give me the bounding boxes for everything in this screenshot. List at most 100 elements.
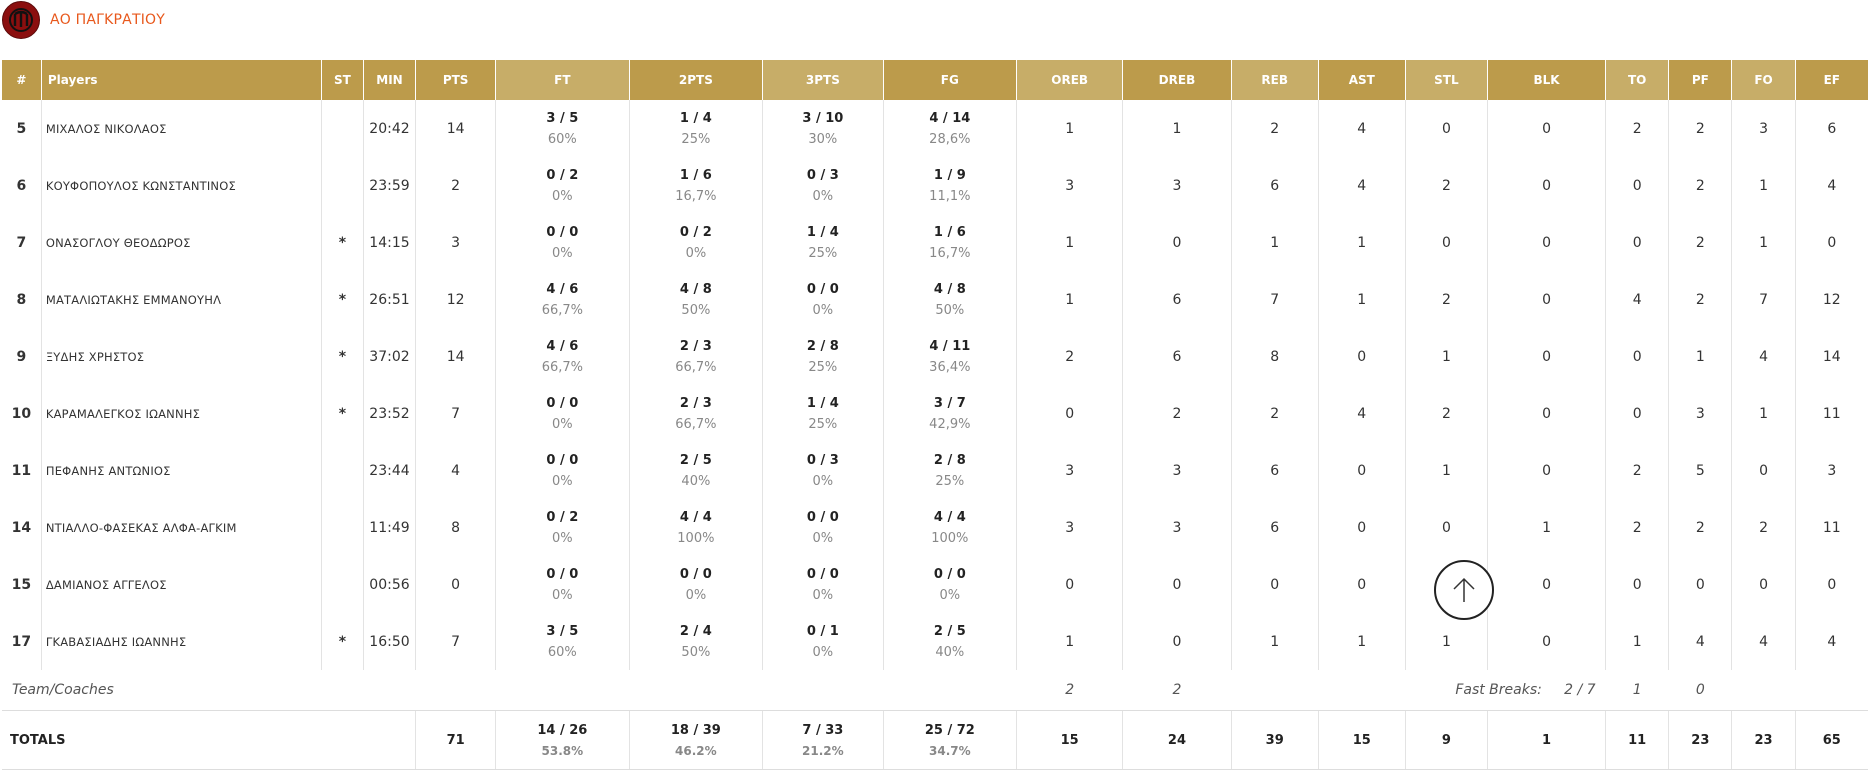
- stat-dreb: 3: [1122, 442, 1232, 499]
- three-pointers-made: 2 / 8: [806, 338, 839, 354]
- player-number: 17: [11, 633, 32, 650]
- player-name[interactable]: ΜΑΤΑΛΙΩΤΑΚΗΣ ΕΜΜΑΝΟΥΗΛ: [40, 271, 322, 328]
- stat-reb: 2: [1230, 100, 1319, 157]
- stat-reb: 7: [1230, 271, 1319, 328]
- starter-mark: [321, 499, 364, 556]
- free-throws: 3 / 5 60%: [495, 613, 630, 670]
- stat-blk: 0: [1487, 214, 1606, 271]
- starter-mark: *: [321, 328, 364, 385]
- three-pointers: 1 / 4 25%: [762, 385, 884, 442]
- free-throws-pct: 0%: [552, 473, 573, 489]
- stat-stl: 1: [1404, 442, 1488, 499]
- column-header-11: REB: [1230, 60, 1319, 100]
- three-pointers-pct: 0%: [812, 302, 834, 318]
- stat-blk: 0: [1487, 442, 1606, 499]
- team-name[interactable]: ΑΟ ΠΑΓΚΡΑΤΙΟΥ: [50, 12, 166, 28]
- two-pointers: 1 / 4 25%: [628, 100, 763, 157]
- three-pointers-made: 1 / 4: [806, 395, 839, 411]
- stat-fo: 0: [1731, 556, 1796, 613]
- player-name[interactable]: ΓΚΑΒΑΣΙΑΔΗΣ ΙΩΑΝΝΗΣ: [40, 613, 322, 670]
- stat-reb: 1: [1230, 214, 1319, 271]
- stat-ast: 0: [1317, 556, 1406, 613]
- starter-mark: [321, 442, 364, 499]
- player-name[interactable]: ΚΑΡΑΜΑΛΕΓΚΟΣ ΙΩΑΝΝΗΣ: [40, 385, 322, 442]
- field-goals-pct: 50%: [935, 302, 965, 318]
- stat-oreb: 3: [1016, 499, 1123, 556]
- stat-reb: 6: [1230, 157, 1319, 214]
- stat-ast: 0: [1317, 499, 1406, 556]
- stat-blk: 0: [1487, 100, 1606, 157]
- player-name[interactable]: ΟΝΑΣΟΓΛΟΥ ΘΕΟΔΩΡΟΣ: [40, 214, 322, 271]
- stat-dreb: 1: [1122, 100, 1232, 157]
- totals-reb: 39: [1230, 710, 1319, 770]
- two-pointers-made: 1 / 4: [679, 110, 712, 126]
- column-header-17: FO: [1731, 60, 1796, 100]
- points: 14: [415, 100, 496, 157]
- player-number: 11: [11, 462, 32, 479]
- stat-oreb: 1: [1016, 271, 1123, 328]
- player-number: 6: [16, 177, 27, 194]
- stat-ef: 4: [1794, 157, 1868, 214]
- three-pointers-pct: 0%: [812, 644, 834, 660]
- two-pointers: 4 / 8 50%: [628, 271, 763, 328]
- totals-fg: 25 / 72 34.7%: [882, 710, 1017, 770]
- totals-pts: 71: [415, 710, 496, 770]
- three-pointers-pct: 0%: [812, 188, 834, 204]
- player-number: 14: [11, 519, 32, 536]
- stat-fo: 0: [1731, 442, 1796, 499]
- stat-oreb: 0: [1016, 385, 1123, 442]
- minutes: 20:42: [362, 100, 416, 157]
- stat-stl: 0: [1404, 214, 1488, 271]
- stat-to: 4: [1605, 271, 1669, 328]
- field-goals-made: 1 / 6: [933, 224, 966, 240]
- starter-mark: *: [321, 613, 364, 670]
- points: 8: [415, 499, 496, 556]
- field-goals-made: 4 / 11: [929, 338, 971, 354]
- column-header-13: STL: [1404, 60, 1488, 100]
- three-pointers: 1 / 4 25%: [762, 214, 884, 271]
- free-throws-pct: 0%: [552, 245, 573, 261]
- two-pointers-pct: 66,7%: [675, 416, 717, 432]
- stat-ef: 3: [1794, 442, 1868, 499]
- stat-pf: 2: [1668, 214, 1732, 271]
- stat-to: 0: [1605, 385, 1669, 442]
- stat-reb: 0: [1230, 556, 1319, 613]
- two-pointers-made: 2 / 3: [679, 338, 712, 354]
- points: 14: [415, 328, 496, 385]
- three-pointers-pct: 25%: [808, 245, 838, 261]
- table-row: 17 ΓΚΑΒΑΣΙΑΔΗΣ ΙΩΑΝΝΗΣ * 16:50 7 3 / 5 60% 2 / …: [2, 613, 1868, 670]
- three-pointers-made: 0 / 1: [806, 623, 839, 639]
- three-pointers-made: 1 / 4: [806, 224, 839, 240]
- player-name[interactable]: ΔΑΜΙΑΝΟΣ ΑΓΓΕΛΟΣ: [40, 556, 322, 613]
- free-throws-made: 0 / 2: [546, 509, 579, 525]
- free-throws-made: 3 / 5: [546, 110, 579, 126]
- two-pointers-pct: 40%: [681, 473, 711, 489]
- stat-dreb: 3: [1122, 157, 1232, 214]
- stat-reb: 6: [1230, 499, 1319, 556]
- stat-oreb: 3: [1016, 157, 1123, 214]
- table-row: 8 ΜΑΤΑΛΙΩΤΑΚΗΣ ΕΜΜΑΝΟΥΗΛ * 26:51 12 4 / 6 66,7…: [2, 271, 1868, 328]
- stat-ef: 11: [1794, 385, 1868, 442]
- free-throws: 3 / 5 60%: [495, 100, 630, 157]
- stat-to: 0: [1605, 157, 1669, 214]
- free-throws-pct: 60%: [547, 131, 577, 147]
- field-goals-made: 3 / 7: [933, 395, 966, 411]
- scroll-to-top-button[interactable]: [1434, 560, 1494, 620]
- player-name[interactable]: ΜΙΧΑΛΟΣ ΝΙΚΟΛΑΟΣ: [40, 100, 322, 157]
- stat-blk: 0: [1487, 613, 1606, 670]
- column-header-4: PTS: [415, 60, 496, 100]
- field-goals: 2 / 5 40%: [882, 613, 1017, 670]
- stat-ef: 14: [1794, 328, 1868, 385]
- team-logo-icon[interactable]: [2, 1, 40, 39]
- stat-dreb: 0: [1122, 556, 1232, 613]
- stat-ast: 4: [1317, 100, 1406, 157]
- player-name[interactable]: ΚΟΥΦΟΠΟΥΛΟΣ ΚΩΝΣΤΑΝΤΙΝΟΣ: [40, 157, 322, 214]
- player-name[interactable]: ΞΥΔΗΣ ΧΡΗΣΤΟΣ: [40, 328, 322, 385]
- player-name[interactable]: ΠΕΦΑΝΗΣ ΑΝΤΩΝΙΟΣ: [40, 442, 322, 499]
- player-name[interactable]: ΝΤΙΑΛΛΟ-ΦΑΣΕΚΑΣ ΑΛΦΑ-ΑΓΚΙΜ: [40, 499, 322, 556]
- column-header-3: MIN: [362, 60, 416, 100]
- two-pointers-pct: 50%: [681, 644, 711, 660]
- column-header-9: OREB: [1016, 60, 1123, 100]
- points: 3: [415, 214, 496, 271]
